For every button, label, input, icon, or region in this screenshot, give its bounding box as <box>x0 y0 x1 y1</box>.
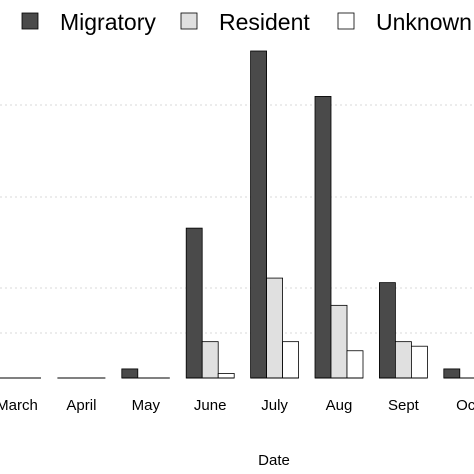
legend: Migratory Resident Unknown <box>21 9 472 35</box>
bar-unknown-sept <box>410 345 428 379</box>
x-tick-label-july: July <box>261 397 288 414</box>
gridlines <box>0 104 474 334</box>
bar-resident-june <box>201 341 219 379</box>
bar-resident-aug <box>330 304 348 379</box>
bar-migratory-aug <box>314 96 332 379</box>
bar-unknown-aug <box>346 350 364 379</box>
legend-swatch-migratory <box>21 12 39 30</box>
legend-label-resident: Resident <box>219 9 310 35</box>
x-tick-label-march: March <box>0 397 38 414</box>
x-tick-label-may: May <box>132 397 161 414</box>
x-tick-label-april: April <box>66 397 96 414</box>
legend-label-unknown: Unknown <box>376 9 472 35</box>
legend-swatch-resident <box>180 12 198 30</box>
bar-migratory-sept <box>378 282 396 379</box>
bar-unknown-july <box>282 341 300 379</box>
bar-migratory-june <box>185 227 203 379</box>
bar-resident-sept <box>394 341 412 379</box>
bar-unknown-june <box>217 373 235 379</box>
x-tick-label-aug: Aug <box>326 397 353 414</box>
legend-label-migratory: Migratory <box>60 9 156 35</box>
x-tick-label-june: June <box>194 397 227 414</box>
bar-migratory-oct <box>443 368 461 379</box>
bars <box>121 50 461 379</box>
x-tick-label-oct: Oct <box>456 397 474 414</box>
bar-resident-july <box>266 277 284 379</box>
bar-migratory-july <box>250 50 268 379</box>
legend-swatch-unknown <box>337 12 355 30</box>
x-tick-label-sept: Sept <box>388 397 420 414</box>
x-axis-title: Date <box>258 452 290 469</box>
x-tick-labels: March April May June July Aug Sept Oct <box>0 397 474 414</box>
bar-migratory-may <box>121 368 139 379</box>
